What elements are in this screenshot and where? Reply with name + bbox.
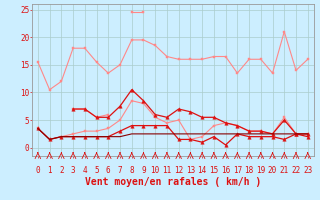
X-axis label: Vent moyen/en rafales ( km/h ): Vent moyen/en rafales ( km/h ): [85, 177, 261, 187]
